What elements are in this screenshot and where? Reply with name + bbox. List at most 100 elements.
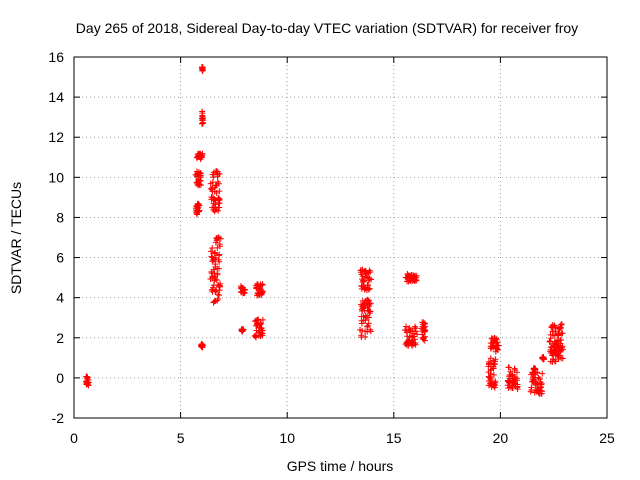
data-point: [492, 358, 499, 365]
x-tick-label: 25: [599, 430, 615, 446]
data-point: [532, 366, 539, 373]
data-point: [216, 241, 223, 248]
data-point: [559, 355, 566, 362]
data-point: [257, 320, 264, 327]
data-point: [367, 328, 374, 335]
data-point: [546, 338, 553, 345]
data-point: [422, 333, 429, 340]
y-tick-label: -2: [52, 410, 65, 426]
data-point: [362, 317, 369, 324]
data-point: [216, 170, 223, 177]
data-point: [487, 367, 494, 374]
axis-ticks: 0 5 10 15 20 25 -2 0 2 4 6 8 10 12 14 16: [48, 49, 615, 446]
data-point: [551, 322, 558, 329]
data-point: [198, 154, 205, 161]
data-point: [216, 204, 223, 211]
data-point: [507, 368, 514, 375]
data-point: [257, 321, 264, 328]
data-point: [259, 288, 266, 295]
data-point: [490, 371, 497, 378]
plot-frame: [73, 56, 608, 419]
data-point: [364, 323, 371, 330]
data-point: [199, 115, 206, 122]
data-point: [367, 269, 374, 276]
data-point: [216, 251, 223, 258]
data-point: [493, 345, 500, 352]
data-point: [242, 286, 249, 293]
data-point: [536, 375, 543, 382]
grid: [74, 57, 607, 418]
data-point: [366, 308, 373, 315]
data-point: [215, 292, 222, 299]
data-point: [212, 288, 219, 295]
data-point: [414, 331, 421, 338]
data-point: [558, 336, 565, 343]
data-point: [209, 179, 216, 186]
data-point: [216, 188, 223, 195]
data-point: [555, 356, 562, 363]
y-axis-title: SDTVAR / TECUs: [8, 182, 24, 294]
data-point: [215, 199, 222, 206]
data-point: [365, 314, 372, 321]
data-point: [534, 369, 541, 376]
data-point: [365, 286, 372, 293]
data-point: [208, 248, 215, 255]
data-point: [513, 375, 520, 382]
data-point: [486, 374, 493, 381]
x-tick-label: 10: [279, 430, 295, 446]
data-point: [216, 196, 223, 203]
data-point: [513, 369, 520, 376]
data-point: [555, 348, 562, 355]
y-tick-label: 12: [48, 129, 64, 145]
data-point: [557, 321, 564, 328]
data-point: [509, 372, 516, 379]
data-point: [367, 300, 374, 307]
data-point: [366, 285, 373, 292]
data-point: [506, 372, 513, 379]
data-point: [492, 378, 499, 385]
data-point: [364, 282, 371, 289]
data-point: [216, 282, 223, 289]
data-point: [505, 364, 512, 371]
data-point: [410, 333, 417, 340]
x-axis-title: GPS time / hours: [287, 458, 394, 474]
data-point: [529, 378, 536, 385]
y-tick-label: 0: [56, 370, 64, 386]
data-point: [555, 331, 562, 338]
data-point: [85, 379, 92, 386]
data-point: [514, 385, 521, 392]
y-tick-label: 16: [48, 49, 64, 65]
data-point: [368, 276, 375, 283]
data-point: [558, 320, 565, 327]
data-point: [557, 352, 564, 359]
data-point: [358, 320, 365, 327]
y-tick-label: 6: [56, 250, 64, 266]
data-point: [420, 334, 427, 341]
data-point: [240, 326, 247, 333]
data-point: [493, 335, 500, 342]
data-point: [215, 207, 222, 214]
data-point: [209, 245, 216, 252]
x-tick-label: 5: [177, 430, 185, 446]
data-point: [541, 355, 548, 362]
y-tick-label: 4: [56, 290, 64, 306]
data-point: [217, 235, 224, 242]
data-point: [551, 358, 558, 365]
data-point: [535, 374, 542, 381]
x-tick-label: 20: [493, 430, 509, 446]
y-tick-label: 14: [48, 89, 64, 105]
data-point: [422, 327, 429, 334]
data-point: [216, 265, 223, 272]
data-point: [362, 333, 369, 340]
data-points: [82, 64, 566, 397]
data-point: [259, 281, 266, 288]
data-point: [196, 207, 203, 214]
y-tick-label: 8: [56, 209, 64, 225]
data-point: [199, 342, 206, 349]
data-point: [212, 261, 219, 268]
data-point: [216, 258, 223, 265]
data-point: [259, 327, 266, 334]
x-tick-label: 0: [70, 430, 78, 446]
data-point: [197, 182, 204, 189]
